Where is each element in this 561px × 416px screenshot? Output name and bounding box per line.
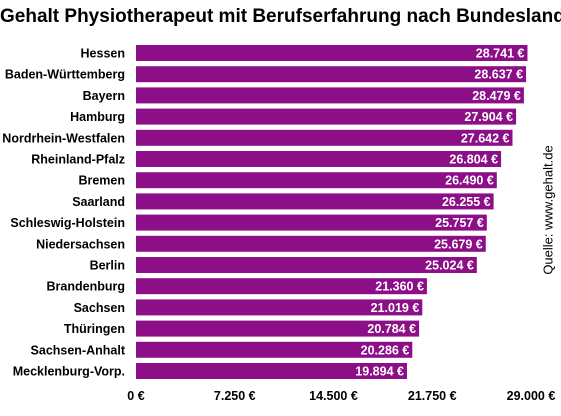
bar-value-label: 20.784 € [367, 322, 416, 336]
bar-value-label: 20.286 € [361, 343, 410, 357]
bar [136, 278, 427, 295]
x-tick-label: 29.000 € [507, 389, 556, 403]
category-label: Brandenburg [47, 280, 125, 294]
bar [136, 129, 513, 146]
bar-value-label: 21.360 € [375, 280, 424, 294]
x-tick-label: 7.250 € [214, 389, 256, 403]
x-tick-label: 21.750 € [408, 389, 457, 403]
bar-value-label: 27.904 € [464, 110, 513, 124]
category-label: Rheinland-Pfalz [31, 153, 125, 167]
bar [136, 257, 477, 273]
category-label: Mecklenburg-Vorp. [13, 365, 125, 379]
category-label: Baden-Württemberg [5, 68, 125, 82]
bar [136, 87, 524, 104]
bar-value-label: 28.479 € [472, 89, 521, 103]
bar-value-label: 25.024 € [425, 259, 474, 273]
bar-value-label: 26.804 € [449, 153, 498, 167]
x-tick-label: 0 € [127, 389, 144, 403]
bar [136, 172, 497, 189]
bar-value-label: 27.642 € [461, 131, 510, 145]
bar [136, 235, 486, 252]
bar [136, 45, 528, 61]
bar-value-label: 25.679 € [434, 237, 483, 251]
x-axis-ticks: 0 € 7.250 € 14.500 € 21.750 € 29.000 € [127, 389, 555, 403]
category-label: Bremen [78, 174, 125, 188]
category-label: Hamburg [70, 110, 125, 124]
bar [136, 151, 502, 167]
category-label: Berlin [90, 259, 125, 273]
x-tick-label: 14.500 € [309, 389, 358, 403]
bar-value-label: 28.741 € [476, 47, 525, 61]
bar-value-label: 26.490 € [445, 174, 494, 188]
category-label: Schleswig-Holstein [10, 216, 125, 230]
category-labels: Hessen Baden-Württemberg Bayern Hamburg Nord… [2, 47, 126, 379]
category-label: Niedersachsen [36, 237, 125, 251]
bar-value-label: 19.894 € [355, 365, 404, 379]
category-label: Sachsen-Anhalt [31, 343, 126, 357]
bar-value-label: 21.019 € [371, 301, 420, 315]
bar-value-labels: 28.741 € 28.637 € 28.479 € 27.904 € 27.642 €… [355, 47, 524, 379]
bar [136, 363, 407, 379]
bar [136, 108, 517, 125]
bar-value-label: 26.255 € [442, 195, 491, 209]
category-label: Nordrhein-Westfalen [2, 131, 125, 145]
bar-value-label: 28.637 € [474, 68, 523, 82]
bar [136, 66, 527, 83]
source-note: Quelle: www.gehalt.de [540, 145, 556, 275]
bar [136, 299, 423, 316]
chart-title: Gehalt Physiotherapeut mit Berufserfahru… [0, 6, 561, 27]
bars [136, 45, 528, 379]
category-label: Saarland [72, 195, 125, 209]
bar [136, 193, 494, 210]
category-label: Sachsen [74, 301, 125, 315]
bar-value-label: 25.757 € [435, 216, 484, 230]
category-label: Thüringen [64, 322, 125, 336]
bar [136, 214, 487, 231]
bar [136, 341, 413, 358]
category-label: Bayern [83, 89, 125, 103]
bar [136, 320, 420, 337]
category-label: Hessen [81, 47, 125, 61]
